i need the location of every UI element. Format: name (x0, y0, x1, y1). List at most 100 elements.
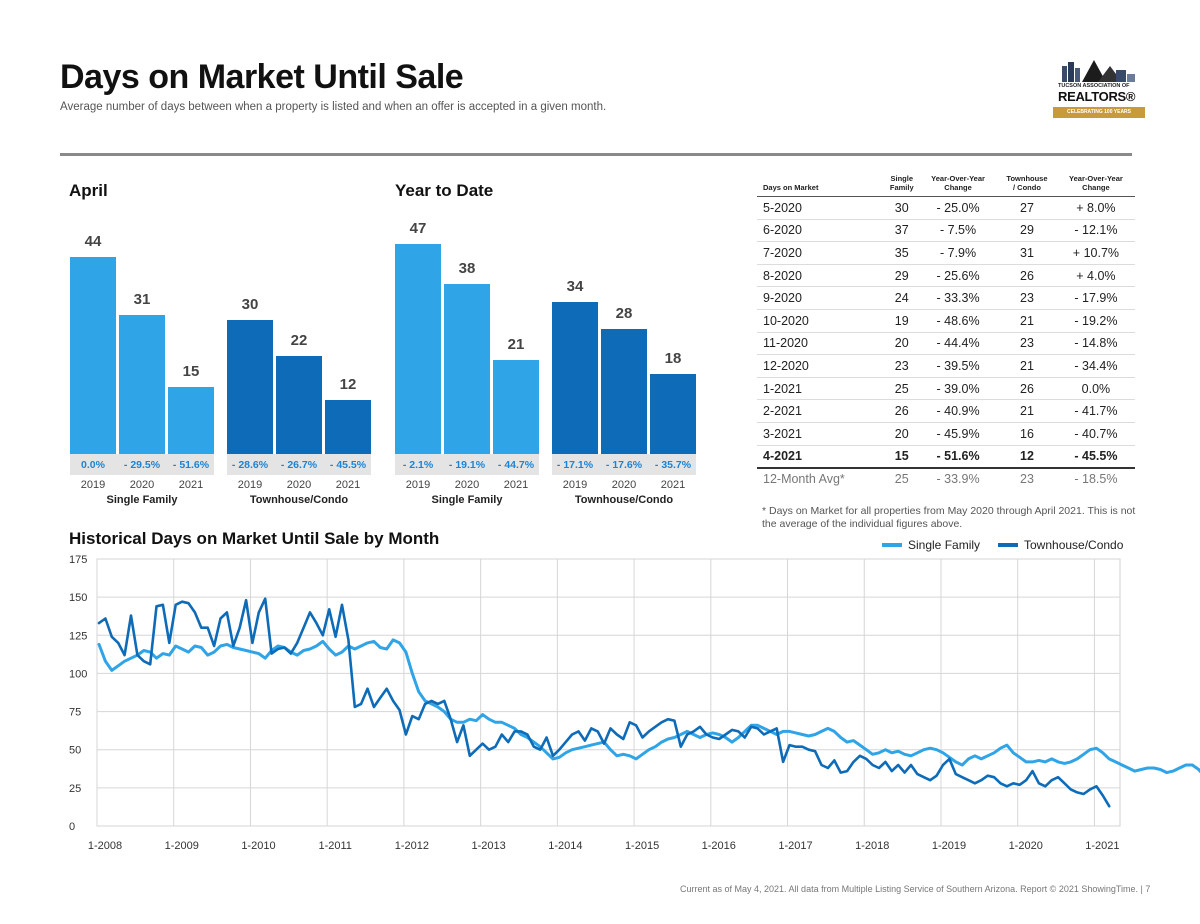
table-row: 11-2020 20- 44.4% 23- 14.8% (757, 332, 1135, 356)
year-label: 2019 (405, 479, 431, 491)
table-cell: 26 (997, 377, 1057, 401)
table-cell: + 4.0% (1056, 264, 1135, 288)
pct-change-label: 0.0% (81, 459, 105, 471)
table-cell: 6-2020 (757, 219, 885, 243)
x-tick-label: 1-2021 (1085, 840, 1119, 852)
bar-value-label: 44 (84, 233, 102, 251)
bar (650, 373, 696, 454)
logo-banner: CELEBRATING 100 YEARS (1053, 107, 1145, 118)
y-tick-label: 75 (69, 707, 81, 719)
y-tick-label: 25 (69, 783, 81, 795)
table-cell: 29 (884, 264, 919, 288)
table-cell: 24 (884, 286, 919, 310)
pct-change-label: - 17.1% (556, 459, 594, 471)
year-label: 2019 (80, 479, 106, 491)
table-cell: 5-2020 (757, 196, 885, 220)
bar-value-label: 28 (615, 304, 633, 322)
table-cell: 16 (997, 422, 1057, 446)
year-label: 2019 (237, 479, 263, 491)
bar-value-label: 15 (182, 362, 200, 380)
x-tick-label: 1-2014 (548, 840, 582, 852)
table-cell: - 51.6% (919, 445, 998, 469)
bar-value-label: 34 (566, 278, 584, 296)
x-tick-label: 1-2010 (241, 840, 275, 852)
table-row: 10-2020 19- 48.6% 21- 19.2% (757, 309, 1135, 333)
ytd-label: Year to Date (395, 181, 494, 200)
table-cell: 21 (997, 309, 1057, 333)
bar-value-label: 18 (664, 349, 682, 367)
pct-change-label: - 19.1% (448, 459, 486, 471)
table-cell: 21 (997, 354, 1057, 378)
bar-value-label: 30 (241, 295, 259, 313)
pct-change-label: - 2.1% (402, 459, 434, 471)
table-cell: 15 (884, 445, 919, 469)
table-cell: 25 (884, 377, 919, 401)
table-cell: 3-2021 (757, 422, 885, 446)
table-row: 12-Month Avg* 25 - 33.9% 23 - 18.5% (757, 468, 1135, 491)
table-cell: 0.0% (1056, 377, 1135, 401)
table-cell: - 19.2% (1056, 309, 1135, 333)
bar (493, 360, 539, 454)
y-tick-label: 0 (69, 821, 75, 833)
year-label: 2021 (335, 479, 361, 491)
bar (444, 284, 490, 454)
x-tick-label: 1-2013 (471, 840, 505, 852)
table-cell: - 48.6% (919, 309, 998, 333)
table-cell: 27 (997, 196, 1057, 220)
x-tick-label: 1-2011 (318, 840, 351, 852)
table-cell: - 44.4% (919, 332, 998, 356)
table-cell: - 7.9% (919, 241, 998, 265)
pct-change-label: - 44.7% (497, 459, 535, 471)
x-tick-label: 1-2012 (395, 840, 429, 852)
table-cell: 12-Month Avg* (763, 472, 845, 487)
table-row: 3-2021 20- 45.9% 16- 40.7% (757, 422, 1135, 446)
table-row: 4-2021 15- 51.6% 12- 45.5% (757, 445, 1135, 469)
table-cell: - 41.7% (1056, 399, 1135, 423)
year-label: 2019 (562, 479, 588, 491)
y-tick-label: 125 (69, 630, 87, 642)
y-tick-label: 50 (69, 745, 81, 757)
table-cell: 4-2021 (757, 445, 885, 469)
pct-change-label: - 51.6% (172, 459, 210, 471)
y-tick-label: 150 (69, 592, 87, 604)
table-cell: 21 (997, 399, 1057, 423)
x-tick-label: 1-2009 (165, 840, 199, 852)
table-footnote: * Days on Market for all properties from… (762, 505, 1136, 530)
table-cell: 7-2020 (757, 241, 885, 265)
realtors-logo-icon (1062, 60, 1135, 82)
table-cell: 37 (884, 219, 919, 243)
table-cell: - 33.9% (936, 472, 980, 487)
page-title: Days on Market Until Sale (60, 58, 464, 96)
group-label: Townhouse/Condo (249, 494, 349, 506)
table-cell: - 33.3% (919, 286, 998, 310)
x-tick-label: 1-2017 (778, 840, 812, 852)
table-cell: - 39.0% (919, 377, 998, 401)
x-tick-label: 1-2018 (855, 840, 889, 852)
logo-caption: TUCSON ASSOCIATION OF (1058, 83, 1130, 89)
bar (70, 257, 116, 454)
bar-value-label: 47 (409, 219, 427, 237)
table-cell: 1-2021 (757, 377, 885, 401)
table-cell: 23 (997, 286, 1057, 310)
year-label: 2021 (660, 479, 686, 491)
table-header-cell: Townhouse / Condo (997, 174, 1057, 197)
series-line-townhouse (97, 597, 1111, 808)
legend-swatch (882, 543, 902, 547)
table-row: 9-2020 24- 33.3% 23- 17.9% (757, 286, 1135, 310)
table-cell: 23 (997, 332, 1057, 356)
table-cell: - 12.1% (1056, 219, 1135, 243)
group-label: Single Family (431, 494, 503, 506)
header-divider (60, 153, 1132, 156)
pct-change-label: - 28.6% (231, 459, 269, 471)
y-tick-label: 100 (69, 668, 87, 680)
x-tick-label: 1-2020 (1009, 840, 1043, 852)
table-cell: + 10.7% (1056, 241, 1135, 265)
table-row: 2-2021 26- 40.9% 21- 41.7% (757, 399, 1135, 423)
table-cell: 35 (884, 241, 919, 265)
table-cell: 26 (997, 264, 1057, 288)
table-cell: 2-2021 (757, 399, 885, 423)
series-line-single-family (97, 638, 1200, 775)
table-cell: 11-2020 (757, 332, 885, 356)
x-tick-label: 1-2015 (625, 840, 659, 852)
group-label: Townhouse/Condo (574, 494, 674, 506)
